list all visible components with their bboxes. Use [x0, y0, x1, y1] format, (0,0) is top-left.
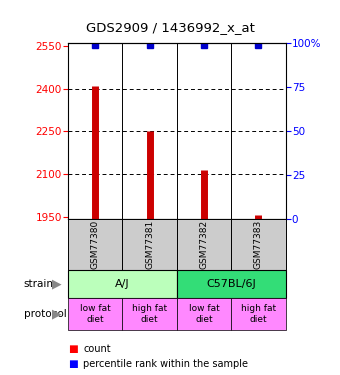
Bar: [231, 298, 286, 330]
Bar: [177, 219, 231, 270]
Text: ■: ■: [68, 359, 78, 369]
Bar: [122, 298, 177, 330]
Bar: [122, 219, 177, 270]
Bar: [231, 219, 286, 270]
Bar: [68, 270, 177, 298]
Text: ■: ■: [68, 344, 78, 354]
Bar: [68, 219, 122, 270]
Bar: [68, 298, 122, 330]
Bar: [177, 298, 231, 330]
Text: protocol: protocol: [24, 309, 67, 319]
Text: A/J: A/J: [115, 279, 130, 289]
Text: count: count: [83, 344, 111, 354]
Text: high fat
diet: high fat diet: [241, 304, 276, 324]
Text: low fat
diet: low fat diet: [189, 304, 219, 324]
Text: C57BL/6J: C57BL/6J: [206, 279, 256, 289]
Text: GSM77380: GSM77380: [91, 220, 100, 269]
Text: GSM77382: GSM77382: [200, 220, 208, 269]
Text: ▶: ▶: [52, 308, 61, 321]
Text: high fat
diet: high fat diet: [132, 304, 167, 324]
Text: ▶: ▶: [52, 278, 61, 291]
Text: low fat
diet: low fat diet: [80, 304, 110, 324]
Bar: [177, 270, 286, 298]
Text: GSM77383: GSM77383: [254, 220, 263, 269]
Text: percentile rank within the sample: percentile rank within the sample: [83, 359, 248, 369]
Text: strain: strain: [24, 279, 54, 289]
Text: GDS2909 / 1436992_x_at: GDS2909 / 1436992_x_at: [86, 21, 254, 34]
Text: GSM77381: GSM77381: [145, 220, 154, 269]
